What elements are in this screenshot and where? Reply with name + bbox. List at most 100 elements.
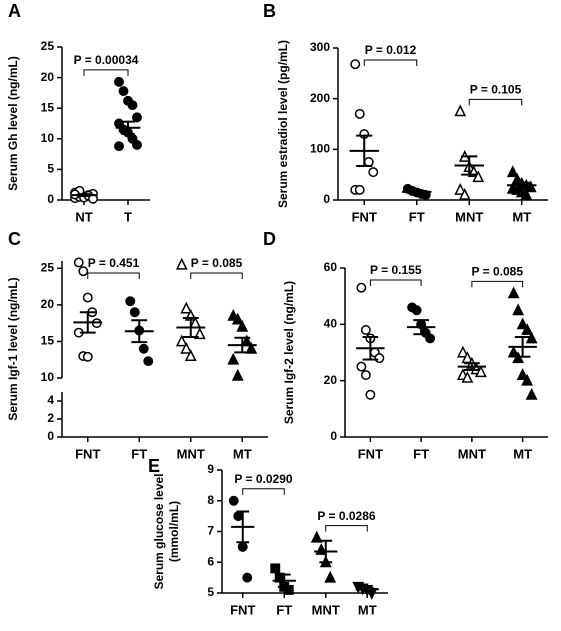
- significance-bracket: [83, 69, 129, 76]
- data-point: [270, 563, 281, 574]
- data-point: [125, 296, 136, 307]
- y-tick-label: 0: [323, 192, 330, 206]
- p-value: P = 0.085: [472, 265, 524, 279]
- data-point: [474, 365, 487, 378]
- y-tick-label: 8: [207, 493, 214, 507]
- x-tick-label: MNT: [455, 209, 483, 224]
- data-point: [78, 266, 89, 277]
- data-point: [507, 345, 520, 358]
- data-point: [354, 184, 365, 195]
- y-axis-label: Serum estradiol level (pg/mL): [276, 40, 290, 208]
- y-tick-label: 100: [310, 142, 330, 156]
- x-tick-label: FNT: [358, 446, 383, 461]
- x-tick-label: MNT: [458, 446, 486, 461]
- p-value: P = 0.00034: [74, 53, 139, 67]
- data-point: [368, 167, 379, 178]
- y-tick-label: 9: [207, 462, 214, 476]
- y-tick-label: 15: [41, 334, 55, 348]
- x-tick-label: MT: [512, 209, 531, 224]
- data-point: [175, 334, 188, 347]
- data-point: [231, 312, 244, 325]
- data-point: [520, 188, 533, 200]
- data-point: [315, 543, 328, 555]
- data-point: [324, 570, 337, 583]
- y-tick-label: 5: [47, 162, 54, 176]
- x-tick-label: FNT: [75, 446, 100, 461]
- data-point: [516, 368, 529, 380]
- p-value: P = 0.0286: [317, 509, 375, 523]
- y-tick-label: 20: [41, 297, 55, 311]
- data-point: [138, 343, 149, 354]
- y-axis-label: (mmol/mL): [167, 501, 181, 562]
- data-point: [82, 351, 93, 362]
- data-point: [127, 100, 138, 111]
- panel-label: C: [8, 229, 21, 249]
- x-tick-label: MT: [513, 446, 532, 461]
- data-point: [184, 349, 197, 362]
- p-value: P = 0.085: [191, 256, 243, 270]
- data-point: [129, 307, 140, 318]
- x-tick-label: FT: [131, 446, 147, 461]
- data-point: [227, 352, 240, 365]
- data-point: [506, 165, 519, 178]
- data-point: [472, 170, 485, 183]
- x-tick-label: MT: [358, 602, 377, 617]
- data-point: [461, 370, 474, 383]
- significance-bracket: [87, 272, 140, 279]
- data-point: [114, 76, 124, 87]
- data-point: [233, 511, 244, 522]
- data-point: [525, 387, 538, 400]
- data-point: [350, 59, 361, 70]
- data-point: [245, 341, 258, 354]
- data-point: [175, 257, 188, 270]
- data-point: [411, 305, 422, 316]
- panel-label: D: [263, 229, 276, 249]
- x-tick-label: MNT: [312, 602, 340, 617]
- y-tick-label: 25: [41, 260, 55, 274]
- y-tick-label: 10: [41, 370, 55, 384]
- y-axis-label: Serum glucose level: [152, 473, 166, 589]
- panel-label: A: [8, 1, 21, 21]
- data-point: [82, 292, 93, 303]
- data-point: [524, 180, 537, 193]
- data-point: [114, 141, 124, 152]
- y-tick-label: 0: [47, 429, 54, 443]
- y-tick-label: 2: [47, 411, 54, 425]
- data-point: [310, 530, 323, 543]
- x-tick-label: MNT: [177, 446, 205, 461]
- data-point: [283, 584, 294, 595]
- significance-bracket: [363, 59, 418, 66]
- p-value: P = 0.155: [370, 263, 422, 277]
- data-point: [132, 112, 142, 123]
- panel-label: E: [148, 456, 160, 476]
- data-point: [180, 301, 193, 314]
- y-tick-label: 0: [47, 192, 54, 206]
- significance-bracket: [369, 279, 422, 286]
- data-point: [143, 356, 154, 367]
- x-tick-label: FT: [276, 602, 292, 617]
- y-tick-label: 10: [41, 131, 55, 145]
- data-point: [237, 541, 248, 552]
- y-tick-label: 5: [207, 585, 214, 599]
- y-tick-label: 25: [41, 39, 55, 53]
- x-tick-label: NT: [75, 209, 92, 224]
- data-point: [193, 327, 206, 340]
- p-value: P = 0.012: [365, 43, 417, 57]
- data-point: [454, 182, 467, 195]
- y-tick-label: 4: [47, 393, 54, 407]
- data-point: [365, 389, 376, 400]
- significance-bracket: [242, 488, 285, 495]
- panel-label: B: [263, 1, 276, 21]
- data-point: [507, 286, 520, 299]
- y-tick-label: 40: [324, 317, 338, 331]
- data-point: [360, 325, 371, 335]
- data-point: [242, 572, 253, 583]
- data-point: [118, 86, 129, 97]
- y-axis-label: Serum Igf-2 level (ng/mL): [282, 281, 296, 424]
- data-point: [454, 104, 467, 117]
- data-point: [360, 370, 371, 380]
- p-value: P = 0.105: [470, 83, 522, 97]
- y-tick-label: 0: [330, 429, 337, 443]
- data-point: [180, 341, 193, 354]
- data-point: [73, 257, 84, 268]
